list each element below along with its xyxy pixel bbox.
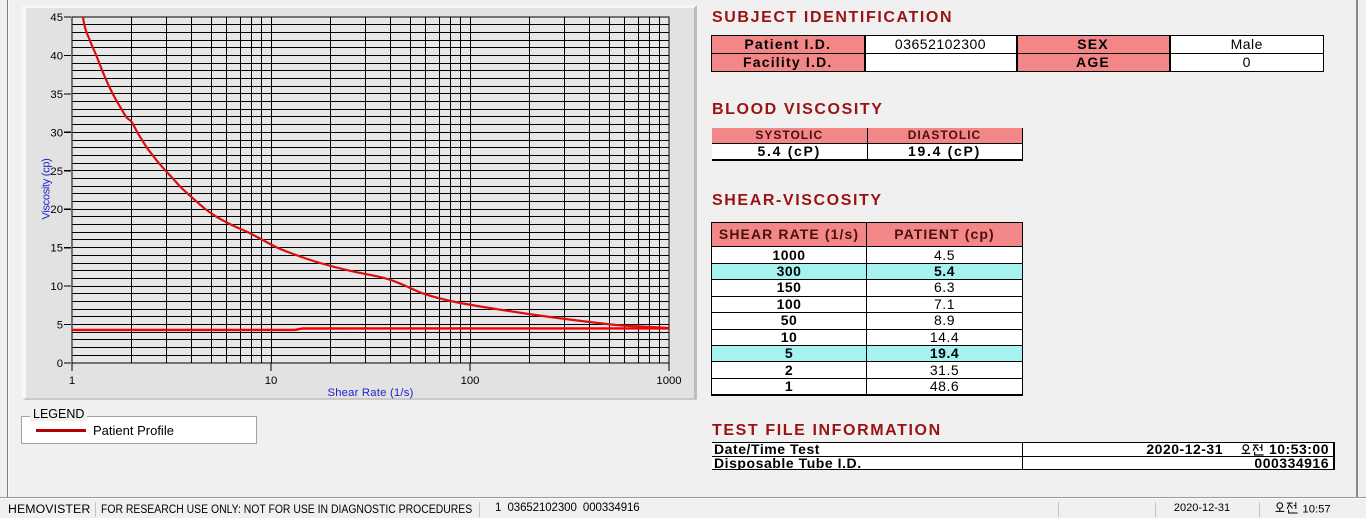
svg-text:100: 100 <box>461 375 480 387</box>
svg-text:15: 15 <box>50 243 63 255</box>
svg-text:10: 10 <box>50 281 63 293</box>
svg-text:10: 10 <box>265 375 278 387</box>
svg-text:Shear Rate (1/s): Shear Rate (1/s) <box>327 387 413 399</box>
svg-text:1000: 1000 <box>656 375 681 387</box>
svg-text:Viscosity (cp): Viscosity (cp) <box>41 159 53 220</box>
svg-text:5: 5 <box>57 320 63 332</box>
svg-text:35: 35 <box>50 89 63 101</box>
svg-text:20: 20 <box>50 204 63 216</box>
svg-text:45: 45 <box>50 12 63 24</box>
svg-text:25: 25 <box>50 166 63 178</box>
svg-text:30: 30 <box>50 127 63 139</box>
svg-text:0: 0 <box>57 358 63 370</box>
svg-text:40: 40 <box>50 50 63 62</box>
svg-text:1: 1 <box>69 375 75 387</box>
